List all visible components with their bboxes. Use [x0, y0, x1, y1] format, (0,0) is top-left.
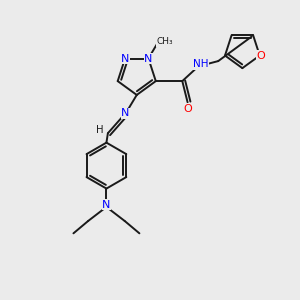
Text: N: N — [122, 108, 130, 118]
Text: CH₃: CH₃ — [156, 38, 173, 46]
Text: O: O — [183, 104, 192, 114]
Text: N: N — [144, 54, 153, 64]
Text: H: H — [96, 125, 103, 135]
Text: N: N — [121, 54, 129, 64]
Text: O: O — [257, 50, 266, 61]
Text: NH: NH — [193, 59, 208, 69]
Text: N: N — [102, 200, 111, 210]
